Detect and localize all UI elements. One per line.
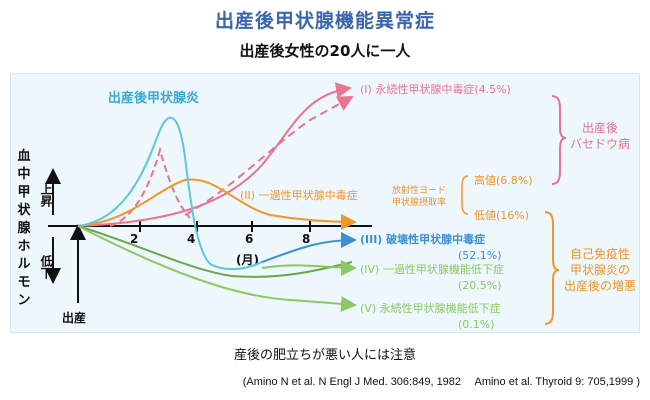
- y-label-char: 腺: [17, 220, 31, 236]
- curve-permanent-thyrotoxicosis: [77, 82, 352, 227]
- axis-unit: (月): [236, 253, 259, 267]
- delivery-label: 出産: [62, 310, 86, 325]
- y-axis-label: 血 中 甲 状 腺 ホ ル モ ン: [17, 148, 31, 308]
- outcome-label-II: (II) 一過性甲状腺中毒症: [240, 188, 358, 202]
- uptake-high: 高値(6.8%): [474, 173, 533, 187]
- uptake-low: 低値(16%): [474, 209, 529, 222]
- tick-label: 2: [130, 232, 138, 246]
- curve-destructive: [261, 232, 357, 263]
- curve-transient-thyrotoxicosis: [77, 178, 357, 230]
- outcome-pct-IV: (20.5%): [458, 279, 502, 292]
- y-label-char: 血: [17, 148, 30, 164]
- diagram-panel: [10, 73, 640, 333]
- iodine-label: 放射性ヨード: [392, 184, 446, 196]
- y-label-char: モ: [17, 275, 30, 290]
- caution-note: 産後の肥立ちが悪い人には注意: [233, 348, 416, 363]
- curve-pink-dashed-spike: [109, 146, 191, 227]
- down-label: 低下: [39, 254, 53, 280]
- main-title: 出産後甲状腺機能異常症: [214, 10, 435, 32]
- y-label-char: 状: [17, 202, 31, 218]
- subtitle: 出産後女性の20人に一人: [239, 42, 411, 60]
- y-label-char: ン: [17, 293, 30, 308]
- outcome-label-III: (III) 破壊性甲状腺中毒症: [360, 232, 485, 246]
- outcome-label-V: (V) 永続性甲状腺機能低下症: [360, 301, 501, 315]
- curve-pink-dashed: [184, 96, 354, 216]
- autoimmune-line3: 出産後の増悪: [564, 278, 636, 293]
- uptake-label: 甲状腺摂取率: [392, 196, 446, 208]
- graves-line1: 出産後: [582, 120, 618, 135]
- curve-permanent-hypothyroid: [77, 225, 357, 313]
- autoimmune-line1: 自己免疫性: [570, 246, 630, 261]
- outcome-pct-III: (52.1%): [458, 249, 502, 262]
- y-label-char: 甲: [17, 185, 30, 200]
- autoimmune-line2: 甲状腺炎の: [570, 263, 630, 277]
- curve-transient-hypothyroid: [261, 259, 357, 276]
- curve-postpartum-thyroiditis: [77, 116, 263, 270]
- ppt-label: 出産後甲状腺炎: [108, 90, 199, 106]
- outcome-pct-V: (0.1%): [458, 318, 495, 331]
- graves-line2: バセドウ病: [570, 136, 630, 151]
- tick-label: 8: [302, 232, 310, 246]
- outcome-label-IV: (IV) 一過性甲状腺機能低下症: [360, 262, 504, 276]
- tick-label: 4: [187, 232, 195, 246]
- autoimmune-bracket: [544, 211, 560, 325]
- y-label-char: ホ: [17, 239, 30, 254]
- uptake-bracket: [461, 175, 469, 215]
- y-label-char: ル: [17, 257, 30, 272]
- tick-label: 6: [245, 232, 253, 246]
- up-label: 上昇: [39, 182, 53, 208]
- graves-bracket: [551, 95, 567, 185]
- y-label-char: 中: [17, 166, 30, 182]
- curve-hypothyroid-dip: [77, 225, 353, 278]
- outcome-label-I: (I) 永続性甲状腺中毒症(4.5%): [360, 82, 511, 96]
- reference-citation: (Amino N et al. N Engl J Med. 306:849, 1…: [242, 376, 640, 388]
